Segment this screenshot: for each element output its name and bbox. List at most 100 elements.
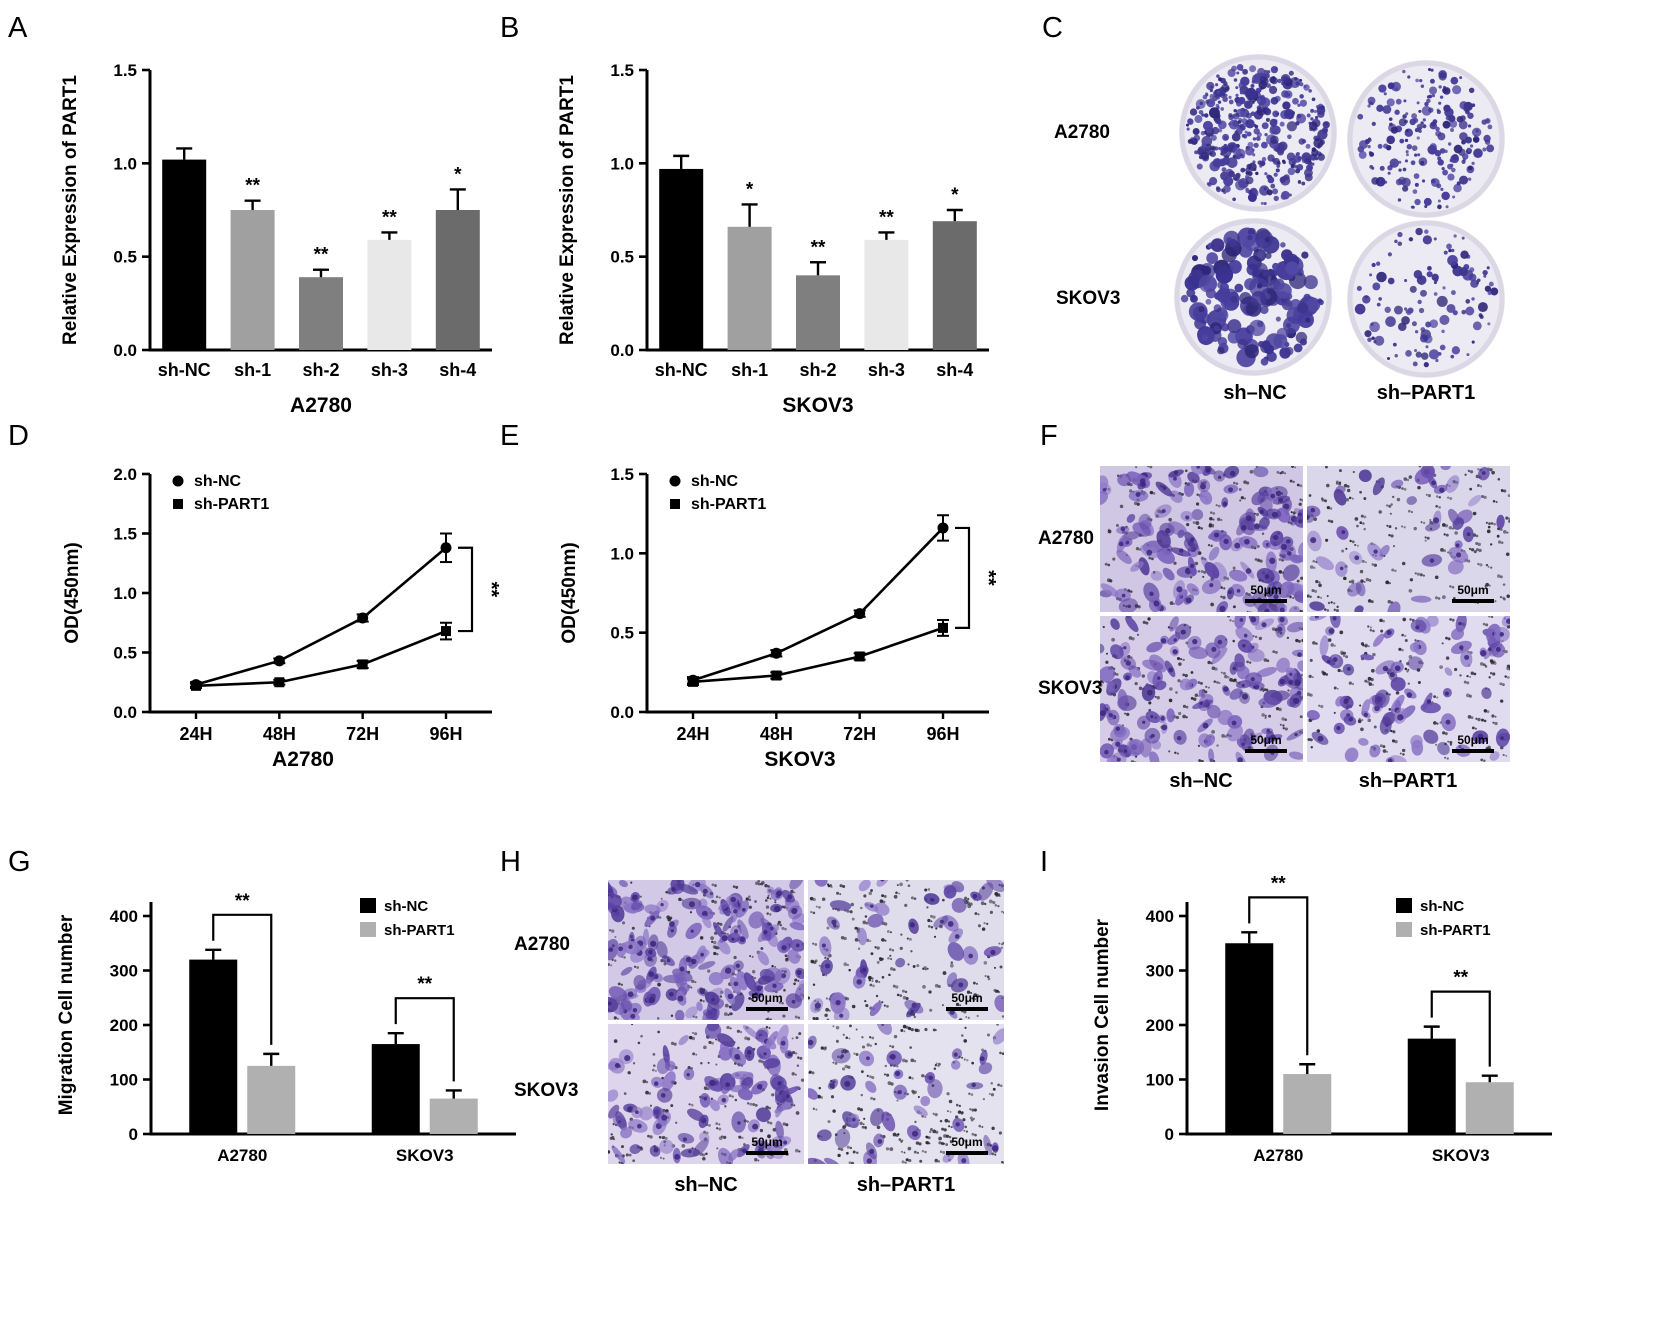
svg-text:50μm: 50μm — [1457, 583, 1488, 597]
panel-c-row-label-skov3: SKOV3 — [1056, 288, 1121, 309]
svg-text:A2780: A2780 — [217, 1146, 267, 1165]
svg-text:A2780: A2780 — [290, 394, 352, 417]
migration-microscopy-image: 50μm — [1100, 466, 1303, 612]
svg-text:sh-2: sh-2 — [799, 360, 836, 380]
svg-text:SKOV3: SKOV3 — [764, 748, 835, 771]
svg-text:**: ** — [811, 237, 826, 258]
svg-text:**: ** — [977, 570, 999, 586]
svg-text:**: ** — [382, 207, 397, 228]
invasion-microscopy-image: 50μm — [608, 880, 804, 1020]
svg-text:sh-3: sh-3 — [371, 360, 408, 380]
svg-text:**: ** — [314, 245, 329, 266]
svg-text:1.0: 1.0 — [113, 154, 137, 173]
panel-c-col-label-shnc: sh–NC — [1223, 382, 1287, 404]
svg-text:sh-NC: sh-NC — [1420, 898, 1464, 915]
migration-microscopy-image: 50μm — [1307, 466, 1510, 612]
svg-text:*: * — [951, 185, 959, 206]
svg-text:24H: 24H — [179, 724, 212, 744]
colony-well-image — [1347, 60, 1505, 218]
svg-text:sh-NC: sh-NC — [158, 360, 211, 380]
svg-text:Relative Expression of PART1: Relative Expression of PART1 — [60, 75, 81, 345]
panel-label-i: I — [1040, 846, 1049, 878]
invasion-microscopy-image: 50μm — [608, 1024, 804, 1164]
svg-text:sh-4: sh-4 — [936, 360, 973, 380]
panel-label-c: C — [1042, 12, 1064, 44]
svg-text:0.5: 0.5 — [113, 644, 137, 663]
panel-label-a: A — [8, 12, 28, 44]
svg-text:300: 300 — [1146, 962, 1174, 981]
panel-h-col-label-shnc: sh–NC — [674, 1174, 738, 1196]
panel-f-row-label-skov3: SKOV3 — [1038, 678, 1103, 699]
panel-c-row-label-a2780: A2780 — [1054, 122, 1110, 143]
svg-text:96H: 96H — [429, 724, 462, 744]
svg-text:sh-NC: sh-NC — [384, 898, 428, 915]
svg-text:100: 100 — [1146, 1071, 1174, 1090]
svg-text:50μm: 50μm — [751, 991, 782, 1005]
svg-text:SKOV3: SKOV3 — [1432, 1146, 1490, 1165]
svg-text:sh-3: sh-3 — [868, 360, 905, 380]
svg-text:400: 400 — [1146, 907, 1174, 926]
panel-h-col-label-shpart1: sh–PART1 — [856, 1174, 956, 1196]
svg-text:**: ** — [245, 176, 260, 197]
panel-f-col-label-shnc: sh–NC — [1169, 770, 1233, 792]
svg-text:1.0: 1.0 — [610, 154, 634, 173]
svg-text:1.5: 1.5 — [113, 61, 137, 80]
svg-text:sh-4: sh-4 — [439, 360, 476, 380]
svg-text:72H: 72H — [346, 724, 379, 744]
svg-text:200: 200 — [1146, 1016, 1174, 1035]
svg-text:50μm: 50μm — [1457, 733, 1488, 747]
svg-text:sh-PART1: sh-PART1 — [691, 496, 766, 513]
svg-text:**: ** — [480, 582, 502, 598]
svg-text:0.0: 0.0 — [610, 341, 634, 360]
svg-text:300: 300 — [110, 962, 138, 981]
panel-f-col-label-shpart1: sh–PART1 — [1358, 770, 1458, 792]
svg-text:50μm: 50μm — [751, 1135, 782, 1149]
svg-text:0: 0 — [129, 1125, 138, 1144]
svg-text:50μm: 50μm — [951, 1135, 982, 1149]
svg-text:**: ** — [879, 207, 894, 228]
panel-h-row-label-a2780: A2780 — [514, 934, 570, 955]
panel-h-row-label-skov3: SKOV3 — [514, 1080, 579, 1101]
svg-text:sh-NC: sh-NC — [194, 473, 242, 490]
svg-text:sh-PART1: sh-PART1 — [194, 496, 269, 513]
svg-text:0: 0 — [1165, 1125, 1174, 1144]
invasion-microscopy-image: 50μm — [808, 1024, 1004, 1164]
svg-text:Migration Cell number: Migration Cell number — [56, 914, 77, 1115]
svg-text:0.5: 0.5 — [610, 248, 634, 267]
svg-text:OD(450nm): OD(450nm) — [62, 542, 83, 643]
svg-text:Relative Expression of PART1: Relative Expression of PART1 — [557, 75, 578, 345]
panel-b-bar-chart: 0.0 0.5 1.0 1.5 sh-NC sh-1 * sh-2 ** sh-3 ** sh-4 * S… — [557, 61, 989, 417]
svg-text:sh-2: sh-2 — [302, 360, 339, 380]
svg-text:0.5: 0.5 — [113, 248, 137, 267]
svg-text:50μm: 50μm — [951, 991, 982, 1005]
panel-label-e: E — [500, 420, 520, 452]
svg-text:SKOV3: SKOV3 — [396, 1146, 454, 1165]
svg-text:SKOV3: SKOV3 — [782, 394, 853, 417]
svg-text:48H: 48H — [760, 724, 793, 744]
panel-g-grouped-bar-chart: 0 100 200 300 400 A2780 ** SKOV3 ** Migration Cel… — [56, 891, 516, 1165]
svg-text:sh-PART1: sh-PART1 — [384, 922, 455, 939]
panel-e-line-chart: 0.0 0.5 1.0 1.5 24H 48H 72H 96H sh-NC sh-PART1 ** S… — [559, 465, 999, 771]
svg-text:400: 400 — [110, 907, 138, 926]
svg-text:24H: 24H — [676, 724, 709, 744]
svg-text:0.0: 0.0 — [610, 703, 634, 722]
panel-d-line-chart: 0.0 0.5 1.0 1.5 2.0 24H 48H 72H 96H sh-NC sh-PART1… — [62, 465, 502, 771]
svg-text:50μm: 50μm — [1250, 583, 1281, 597]
svg-text:0.0: 0.0 — [113, 341, 137, 360]
svg-text:1.5: 1.5 — [610, 465, 634, 484]
svg-text:**: ** — [235, 891, 250, 912]
svg-text:OD(450nm): OD(450nm) — [559, 542, 580, 643]
colony-well-image — [1347, 220, 1505, 378]
svg-text:96H: 96H — [926, 724, 959, 744]
svg-text:sh-1: sh-1 — [731, 360, 768, 380]
panel-label-f: F — [1040, 420, 1059, 452]
svg-text:*: * — [454, 164, 462, 185]
svg-text:sh-PART1: sh-PART1 — [1420, 922, 1491, 939]
svg-text:2.0: 2.0 — [113, 465, 137, 484]
svg-text:50μm: 50μm — [1250, 733, 1281, 747]
svg-text:1.0: 1.0 — [113, 584, 137, 603]
panel-i-grouped-bar-chart: 0 100 200 300 400 A2780 ** SKOV3 ** Invasion Cell… — [1092, 873, 1552, 1165]
svg-text:Invasion Cell number: Invasion Cell number — [1092, 918, 1113, 1111]
svg-text:72H: 72H — [843, 724, 876, 744]
